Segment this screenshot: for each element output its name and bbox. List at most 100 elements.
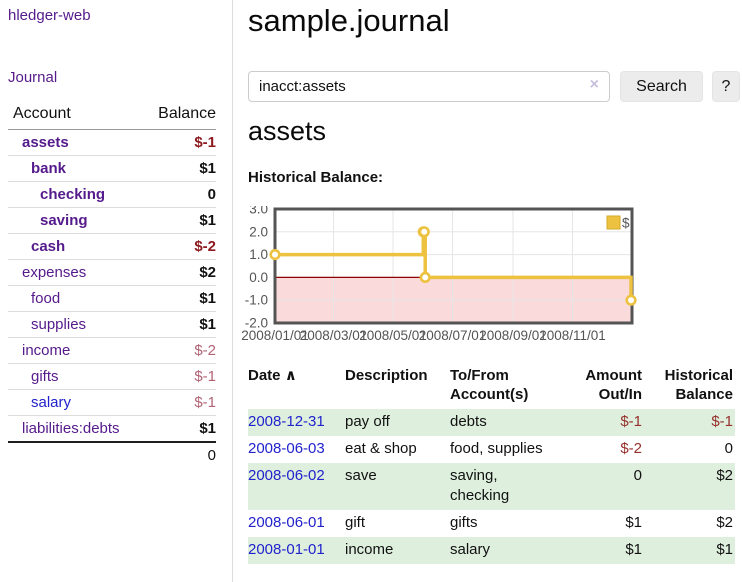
help-button[interactable]: ? — [712, 71, 740, 102]
transaction-row[interactable]: 2008-12-31 pay off debts $-1 $-1 — [248, 409, 735, 436]
y-axis-tick-label: -1.0 — [245, 293, 268, 308]
transaction-amount: 0 — [633, 467, 642, 484]
account-balance: $-1 — [141, 129, 216, 156]
y-axis-tick-label: -2.0 — [245, 316, 268, 331]
balance-column-header: Historical Balance — [664, 367, 733, 403]
historical-balance-chart: 3.0 2.0 1.0 0.0 -1.0 -2.02008/01/012008/03/01… — [241, 206, 637, 343]
account-link-income[interactable]: income — [22, 342, 71, 359]
legend-swatch — [606, 215, 621, 230]
date-column-header[interactable]: Date ∧ — [248, 367, 297, 384]
transaction-balance: $2 — [716, 514, 733, 531]
account-balance: $1 — [141, 285, 216, 312]
chart-point-marker — [418, 226, 430, 238]
x-axis-tick-label: 2008/03/01 — [300, 328, 368, 343]
clear-search-icon[interactable]: × — [589, 76, 599, 93]
transaction-description: gift — [345, 514, 366, 531]
account-link-supplies[interactable]: supplies — [31, 316, 87, 333]
transaction-accounts: saving, checking — [450, 467, 510, 504]
search-bar: × Search ? — [248, 71, 742, 103]
sidebar-item-journal[interactable]: Journal — [8, 69, 58, 86]
transaction-description: save — [345, 467, 377, 484]
account-row: gifts $-1 — [8, 363, 216, 390]
transaction-amount: $-1 — [620, 413, 642, 430]
account-link-checking[interactable]: checking — [40, 186, 106, 203]
transaction-amount: $1 — [625, 514, 642, 531]
accounts-table: Account Balance assets $-1 bank $1 check… — [8, 101, 216, 468]
account-balance: $-2 — [141, 337, 216, 364]
account-row: cash $-2 — [8, 233, 216, 260]
transaction-accounts: food, supplies — [450, 440, 543, 457]
main-content: sample.journal × Search ? assets Histori… — [234, 0, 742, 582]
search-input-wrap: × — [248, 71, 610, 102]
search-button[interactable]: Search — [620, 71, 703, 102]
register-header-row: Date ∧ Description To/From Account(s) Am… — [248, 364, 735, 409]
transaction-row[interactable]: 2008-06-01 gift gifts $1 $2 — [248, 510, 735, 537]
account-link-assets[interactable]: assets — [22, 134, 69, 151]
chart-point-marker — [269, 248, 281, 261]
account-link-liabilities-debts[interactable]: liabilities:debts — [22, 420, 120, 437]
account-row: food $1 — [8, 285, 216, 312]
y-axis-tick-label: 0.0 — [249, 270, 268, 285]
transaction-date-link[interactable]: 2008-12-31 — [248, 413, 325, 430]
transaction-accounts: debts — [450, 413, 487, 430]
account-balance: $-2 — [141, 233, 216, 260]
transaction-balance: 0 — [724, 440, 733, 457]
description-column-header: Description — [345, 367, 428, 384]
account-balance: $2 — [141, 259, 216, 286]
account-link-cash[interactable]: cash — [31, 238, 66, 255]
account-row: salary $-1 — [8, 389, 216, 416]
register-table: Date ∧ Description To/From Account(s) Am… — [248, 364, 735, 564]
account-link-food[interactable]: food — [31, 290, 61, 307]
x-axis-tick-label: 2008/09/01 — [479, 328, 547, 343]
account-link-saving[interactable]: saving — [40, 212, 88, 229]
chart-legend: $ — [606, 215, 630, 231]
account-link-bank[interactable]: bank — [31, 160, 67, 177]
accounts-total-row: 0 — [8, 441, 216, 468]
account-balance: $1 — [141, 207, 216, 234]
account-row: liabilities:debts $1 — [8, 415, 216, 443]
account-link-expenses[interactable]: expenses — [22, 264, 87, 281]
sort-ascending-icon: ∧ — [284, 367, 297, 384]
account-row: saving $1 — [8, 207, 216, 234]
chart-point-marker — [625, 294, 637, 306]
legend-label: $ — [622, 216, 630, 231]
x-axis-tick-label: 2008/05/01 — [359, 328, 427, 343]
account-link-gifts[interactable]: gifts — [31, 368, 59, 385]
transaction-balance: $-1 — [711, 413, 733, 430]
y-axis-tick-label: 1.0 — [249, 247, 268, 262]
chart-plot-border — [273, 207, 634, 325]
transaction-description: eat & shop — [345, 440, 417, 457]
transaction-balance: $2 — [716, 467, 733, 484]
account-column-header: Account — [8, 101, 142, 130]
app-brand-link[interactable]: hledger-web — [8, 7, 91, 24]
transaction-row[interactable]: 2008-06-03 eat & shop food, supplies $-2… — [248, 436, 735, 463]
amount-column-header: Amount Out/In — [585, 367, 642, 403]
tofrom-column-header: To/From Account(s) — [450, 367, 529, 403]
transaction-date-link[interactable]: 2008-06-01 — [248, 514, 325, 531]
account-row: assets $-1 — [8, 129, 216, 156]
accounts-table-header: Account Balance — [8, 101, 216, 130]
x-axis-tick-label: 2008/11/01 — [539, 328, 606, 343]
account-balance: $-1 — [141, 389, 216, 416]
account-balance: $1 — [141, 155, 216, 182]
x-axis-tick-label: 2008/01/01 — [241, 328, 309, 343]
account-balance: $1 — [141, 311, 216, 338]
balance-column-header: Balance — [141, 101, 216, 130]
transaction-date-link[interactable]: 2008-06-02 — [248, 467, 325, 484]
account-link-salary[interactable]: salary — [31, 394, 72, 411]
transaction-description: pay off — [345, 413, 390, 430]
transaction-row[interactable]: 2008-06-02 save saving, checking 0 $2 — [248, 463, 735, 510]
chart-point-marker — [419, 271, 431, 283]
transaction-date-link[interactable]: 2008-01-01 — [248, 541, 325, 558]
transaction-description: income — [345, 541, 394, 558]
transaction-accounts: gifts — [450, 514, 478, 531]
transaction-accounts: salary — [450, 541, 491, 558]
transaction-row[interactable]: 2008-01-01 income salary $1 $1 — [248, 537, 735, 564]
account-row: supplies $1 — [8, 311, 216, 338]
account-row: expenses $2 — [8, 259, 216, 286]
account-heading: assets — [248, 116, 327, 146]
account-balance: $-1 — [141, 363, 216, 390]
search-input[interactable] — [248, 71, 610, 102]
transaction-date-link[interactable]: 2008-06-03 — [248, 440, 325, 457]
account-row: bank $1 — [8, 155, 216, 182]
